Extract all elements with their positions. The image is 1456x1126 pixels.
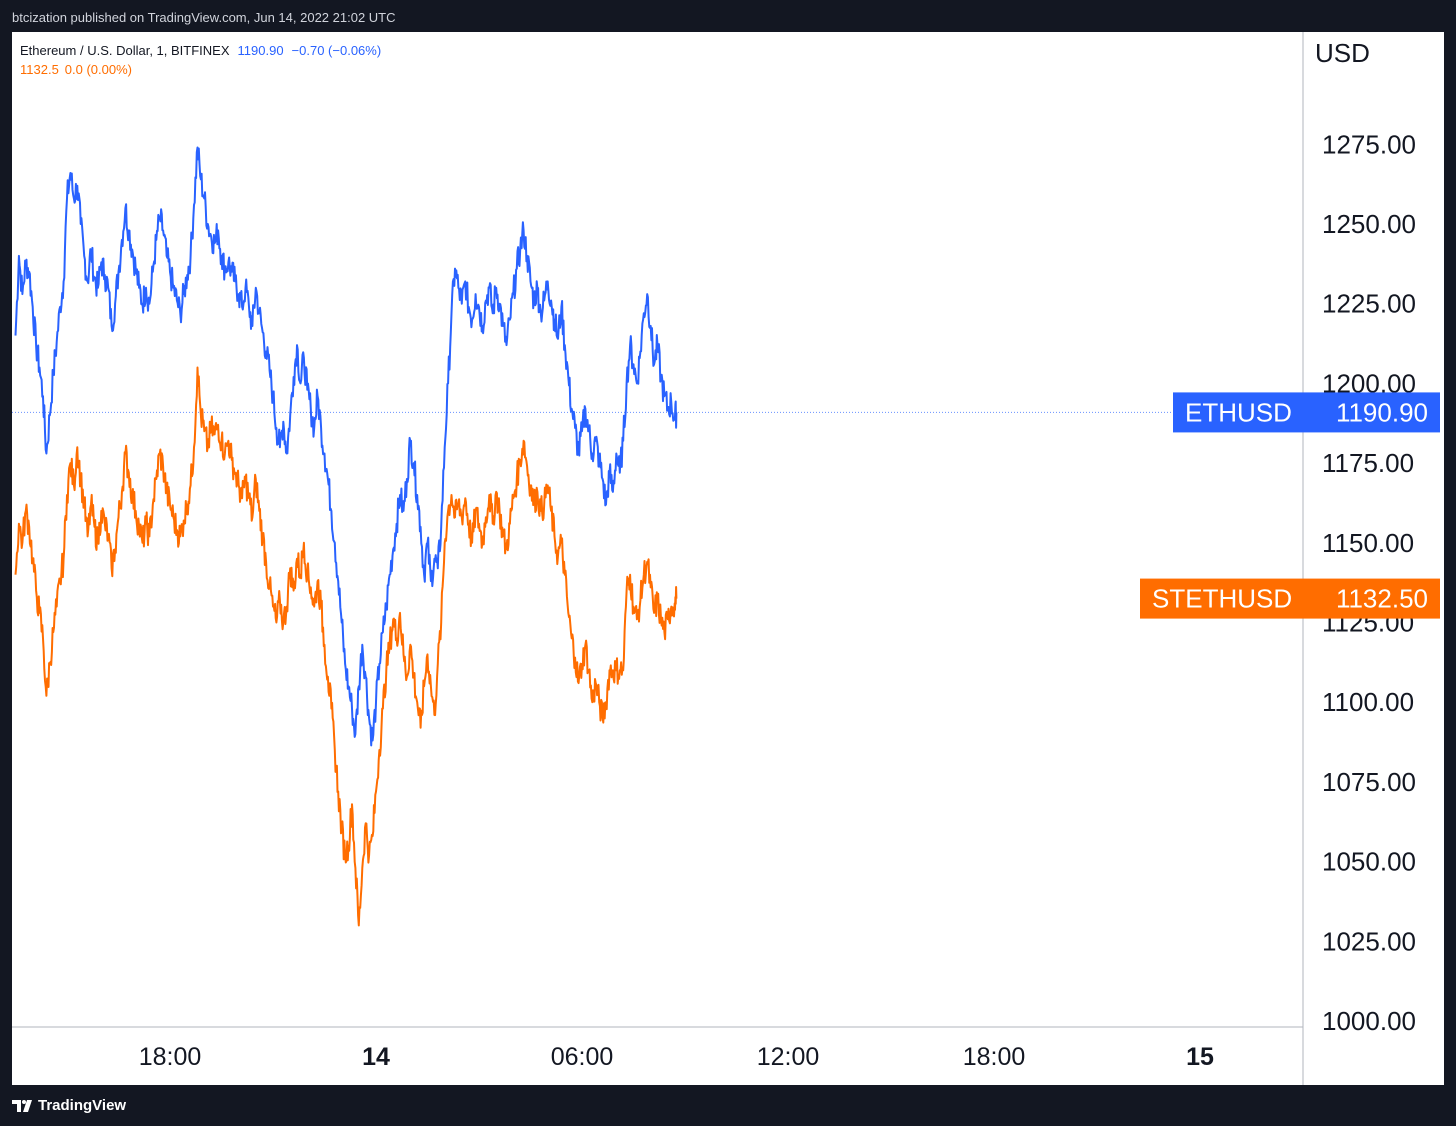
x-tick-label: 18:00 xyxy=(963,1043,1026,1071)
legend-eth-change: −0.70 (−0.06%) xyxy=(291,43,382,58)
y-tick-label: 1225.00 xyxy=(1322,289,1416,319)
x-tick-label: 06:00 xyxy=(551,1043,614,1071)
tradingview-logo-icon xyxy=(12,1098,36,1114)
tradingview-logo[interactable]: TradingView xyxy=(12,1097,126,1114)
x-tick-label: 12:00 xyxy=(757,1043,820,1071)
chart-legend: Ethereum / U.S. Dollar, 1, BITFINEX 1190.… xyxy=(20,41,381,79)
x-axis[interactable]: 18:00 14 06:00 12:00 18:00 15 xyxy=(12,1026,1303,1071)
chart-panel[interactable]: Ethereum / U.S. Dollar, 1, BITFINEX 1190.… xyxy=(12,32,1444,1085)
legend-symbol: Ethereum / U.S. Dollar, 1, BITFINEX xyxy=(20,43,230,58)
top-bar: btcization published on TradingView.com,… xyxy=(0,0,1456,32)
y-tick-label: 1150.00 xyxy=(1322,528,1414,558)
bottom-bar: TradingView xyxy=(0,1085,1456,1126)
x-tick-label: 14 xyxy=(362,1043,390,1071)
stethusd-series-line[interactable] xyxy=(14,366,678,927)
legend-row-steth: 1132.5 0.0 (0.00%) xyxy=(20,60,381,79)
x-tick-label: 15 xyxy=(1186,1043,1214,1071)
tradingview-logo-text: TradingView xyxy=(38,1097,127,1114)
published-caption: btcization published on TradingView.com,… xyxy=(12,10,396,25)
stethusd-tag-name: STETHUSD xyxy=(1152,584,1292,614)
ethusd-price-tag[interactable]: ETHUSD 1190.90 xyxy=(1173,392,1440,433)
legend-row-eth: Ethereum / U.S. Dollar, 1, BITFINEX 1190.… xyxy=(20,41,381,60)
y-tick-label: 1275.00 xyxy=(1322,129,1416,159)
y-axis[interactable]: 1300.00USD1000.001025.001050.001075.0011… xyxy=(1140,32,1444,1085)
ethusd-tag-value: 1190.90 xyxy=(1336,397,1428,427)
y-tick-label: 1250.00 xyxy=(1322,209,1416,239)
y-tick-label: 1100.00 xyxy=(1322,687,1414,717)
ethusd-tag-name: ETHUSD xyxy=(1185,397,1292,427)
y-axis-unit-label: USD xyxy=(1315,38,1370,68)
y-tick-label: 1000.00 xyxy=(1322,1006,1416,1036)
y-tick-label: 1075.00 xyxy=(1322,767,1416,797)
stethusd-price-tag[interactable]: STETHUSD 1132.50 xyxy=(1140,578,1440,619)
legend-eth-value: 1190.90 xyxy=(237,43,284,58)
y-tick-label: 1050.00 xyxy=(1322,847,1416,877)
legend-steth-change: 0.0 (0.00%) xyxy=(64,62,132,77)
x-tick-label: 18:00 xyxy=(139,1043,202,1071)
y-tick-label: 1025.00 xyxy=(1322,926,1416,956)
legend-steth-value: 1132.5 xyxy=(20,62,59,77)
ethusd-series-line[interactable] xyxy=(14,146,678,747)
y-tick-label: 1175.00 xyxy=(1322,448,1414,478)
stethusd-tag-value: 1132.50 xyxy=(1336,584,1428,614)
